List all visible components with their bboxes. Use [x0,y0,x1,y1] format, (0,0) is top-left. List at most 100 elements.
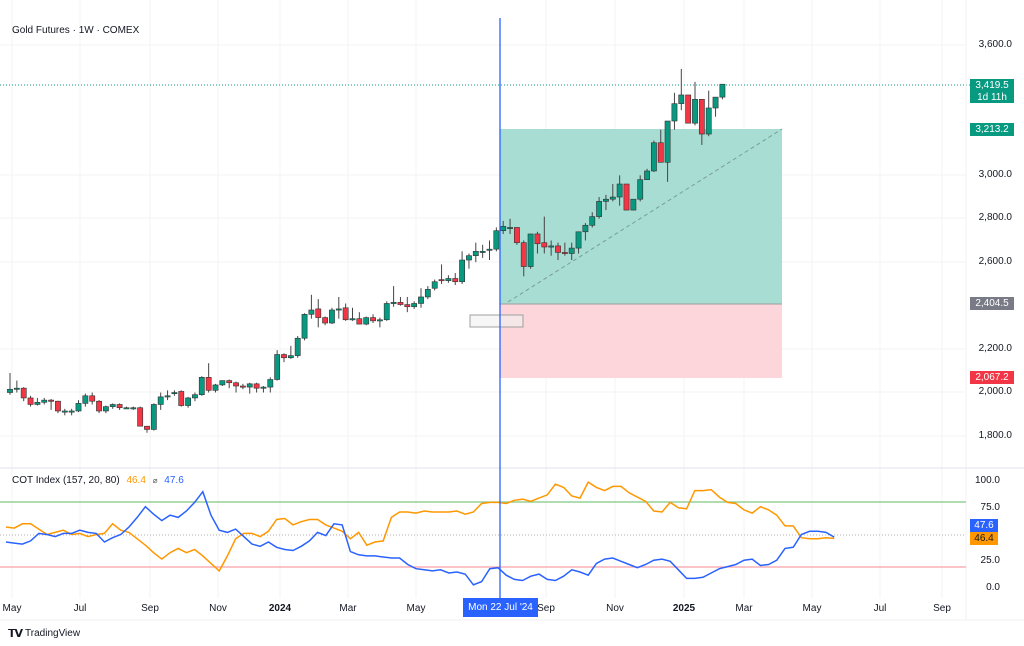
candle[interactable] [561,252,568,254]
candle[interactable] [246,383,253,388]
candle[interactable] [233,382,239,387]
entry-price-box[interactable] [469,314,524,328]
candle[interactable] [274,354,281,380]
candle[interactable] [178,391,185,406]
candle[interactable] [630,198,637,211]
candle[interactable] [13,387,20,390]
candle[interactable] [205,377,212,391]
candle[interactable] [397,302,404,305]
candle[interactable] [370,317,376,322]
candle[interactable] [96,400,102,412]
cot-indicator-legend[interactable]: COT Index (157, 20, 80) 46.4 ⌀ 47.6 [12,475,184,486]
candle[interactable] [431,281,438,289]
candle[interactable] [157,396,164,405]
candle[interactable] [555,245,561,253]
candle[interactable] [260,386,267,389]
candle[interactable] [637,179,644,200]
tradingview-branding[interactable]: 𝗧𝗩 TradingView [8,627,80,640]
candle[interactable] [575,231,582,249]
candle[interactable] [109,404,116,407]
candle[interactable] [692,99,698,124]
candle[interactable] [568,247,575,254]
candle[interactable] [698,99,705,135]
candle[interactable] [322,317,328,324]
cot-orange-line[interactable] [5,481,835,573]
candle[interactable] [301,314,308,339]
candle[interactable] [479,251,486,253]
candle[interactable] [589,216,596,226]
candle[interactable] [116,404,123,409]
candle[interactable] [68,410,75,413]
candle[interactable] [137,407,144,427]
candle[interactable] [445,278,452,281]
candle[interactable] [603,198,609,202]
candle[interactable] [616,183,623,198]
candle[interactable] [130,407,137,410]
candle[interactable] [376,319,383,322]
candle[interactable] [55,400,61,412]
candle[interactable] [664,120,671,163]
candlestick-series[interactable] [7,68,726,433]
candle[interactable] [657,142,664,163]
candle[interactable] [342,307,349,321]
candle[interactable] [534,233,541,245]
candle[interactable] [34,401,41,405]
candle[interactable] [520,242,527,267]
candle[interactable] [596,201,602,217]
candle[interactable] [541,242,548,248]
candle[interactable] [349,318,356,321]
candle[interactable] [507,227,513,229]
candle[interactable] [240,385,246,388]
candle[interactable] [335,308,342,311]
candle[interactable] [267,379,274,388]
candle[interactable] [527,233,534,267]
candle[interactable] [513,227,520,243]
candle[interactable] [315,308,322,318]
candle[interactable] [294,337,301,356]
candle[interactable] [89,395,96,402]
candle[interactable] [390,302,397,304]
candle[interactable] [363,317,370,325]
candle[interactable] [671,103,678,122]
candle[interactable] [27,397,34,405]
candle[interactable] [185,397,191,406]
candle[interactable] [472,251,479,256]
candle[interactable] [7,388,13,393]
candle[interactable] [82,395,89,404]
candle[interactable] [75,403,82,412]
candle[interactable] [719,83,726,98]
candle[interactable] [411,303,418,308]
candle[interactable] [459,259,465,283]
candle[interactable] [150,404,157,430]
candle[interactable] [164,395,171,398]
candle[interactable] [712,96,719,109]
candle[interactable] [383,303,390,321]
candle[interactable] [61,410,68,413]
long-position-loss-zone[interactable] [500,304,782,378]
candle[interactable] [493,230,500,250]
candle[interactable] [466,255,472,261]
candle[interactable] [424,289,431,298]
candle[interactable] [644,170,650,180]
candle[interactable] [287,355,294,359]
candle[interactable] [281,354,287,359]
candle[interactable] [356,318,363,325]
candle[interactable] [253,383,260,389]
candle[interactable] [705,107,712,135]
candle[interactable] [404,304,411,308]
candle[interactable] [198,377,205,395]
candle[interactable] [650,142,657,172]
candle[interactable] [548,245,555,248]
candle[interactable] [678,94,685,104]
cot-blue-line[interactable] [5,490,835,586]
candle[interactable] [212,384,219,391]
candle[interactable] [123,407,130,410]
candle[interactable] [452,278,459,283]
candle[interactable] [226,380,233,384]
candle[interactable] [582,224,589,233]
candle[interactable] [308,309,315,315]
candle[interactable] [192,394,198,399]
candle[interactable] [438,279,445,282]
candle[interactable] [41,399,48,403]
